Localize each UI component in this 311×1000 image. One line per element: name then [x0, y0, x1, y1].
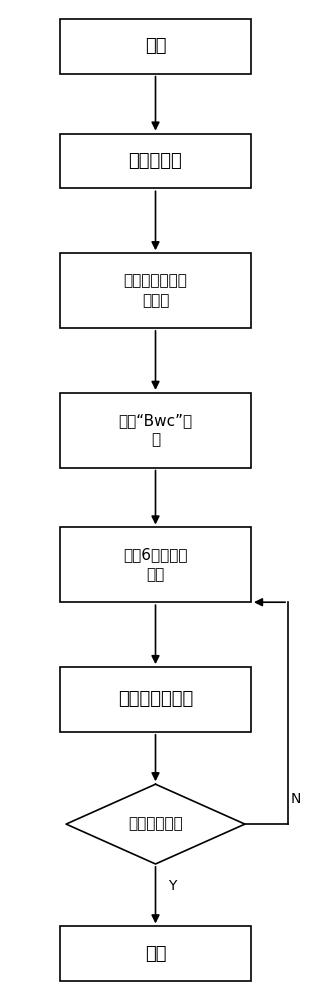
Text: N: N: [291, 792, 301, 806]
FancyBboxPatch shape: [60, 19, 251, 74]
FancyBboxPatch shape: [60, 667, 251, 732]
Text: 读厖6个字节的
字符: 读厖6个字节的 字符: [123, 547, 188, 582]
FancyBboxPatch shape: [60, 393, 251, 468]
Text: 是否发送完毕: 是否发送完毕: [128, 817, 183, 832]
FancyBboxPatch shape: [60, 527, 251, 602]
Text: 结束: 结束: [145, 945, 166, 963]
FancyBboxPatch shape: [60, 253, 251, 328]
Text: 写入“Bwc”指
令: 写入“Bwc”指 令: [118, 413, 193, 448]
Text: 开始: 开始: [145, 37, 166, 55]
Text: 串口初始化: 串口初始化: [129, 152, 182, 170]
Text: 向串口发送数据: 向串口发送数据: [118, 690, 193, 708]
Polygon shape: [66, 784, 245, 864]
Text: Y: Y: [168, 879, 176, 893]
FancyBboxPatch shape: [60, 926, 251, 981]
Text: 设置串口的缓存
器大小: 设置串口的缓存 器大小: [123, 273, 188, 308]
FancyBboxPatch shape: [60, 134, 251, 188]
